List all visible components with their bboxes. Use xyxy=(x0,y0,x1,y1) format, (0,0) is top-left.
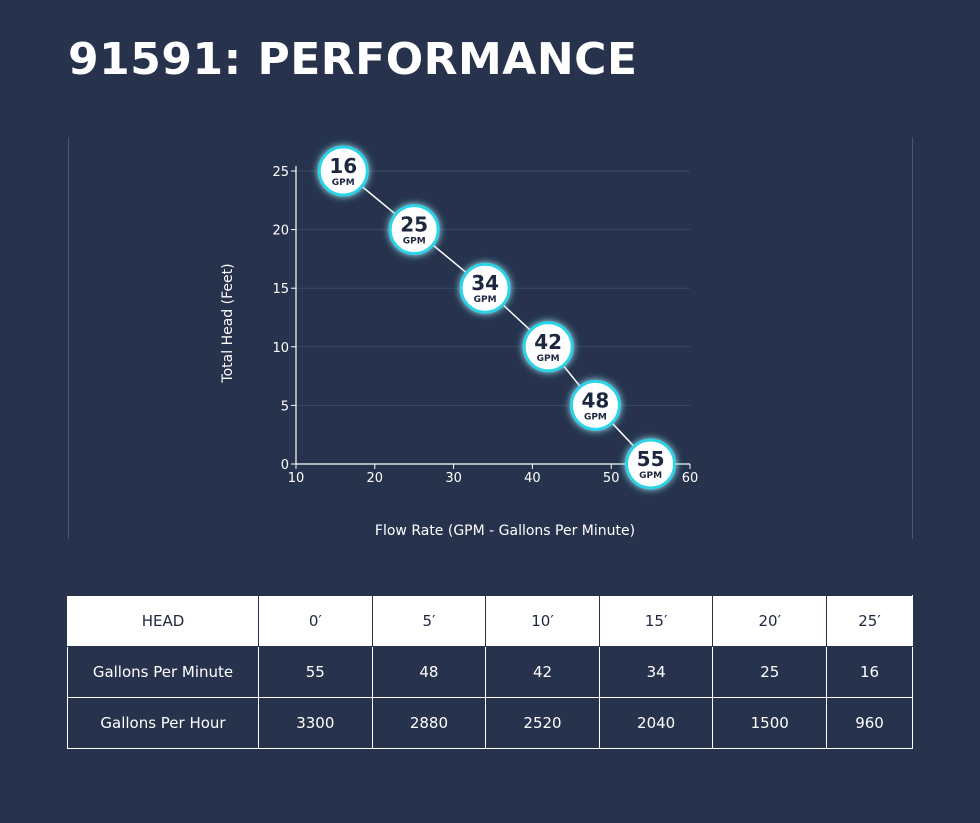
data-point-unit: GPM xyxy=(474,295,497,305)
y-axis-label: Total Head (Feet) xyxy=(220,263,236,383)
x-axis-label: Flow Rate (GPM - Gallons Per Minute) xyxy=(374,523,636,539)
row-label: Gallons Per Minute xyxy=(67,646,259,698)
data-point-value: 42 xyxy=(534,330,562,354)
table-header-cell: 0′ xyxy=(258,595,373,647)
table-cell: 48 xyxy=(371,646,487,698)
table-header-cell: 20′ xyxy=(712,595,828,647)
table-cell: 2880 xyxy=(371,697,487,749)
data-point-value: 16 xyxy=(329,154,357,178)
table-header-row: HEAD 0′ 5′ 10′ 15′ 20′ 25′ xyxy=(67,595,913,647)
table-cell: 34 xyxy=(598,646,714,698)
x-tick-label: 40 xyxy=(524,471,541,486)
table-cell: 42 xyxy=(485,646,600,698)
data-point-unit: GPM xyxy=(639,471,662,481)
x-tick-label: 10 xyxy=(288,471,305,486)
performance-table: HEAD 0′ 5′ 10′ 15′ 20′ 25′ Gallons Per M… xyxy=(67,595,913,749)
page-title: 91591: PERFORMANCE xyxy=(68,34,638,85)
table-header-cell: 15′ xyxy=(598,595,714,647)
data-point-marker xyxy=(522,321,574,373)
table-cell: 16 xyxy=(826,646,913,698)
table-cell: 55 xyxy=(258,646,373,698)
table-row: Gallons Per Hour 3300 2880 2520 2040 150… xyxy=(67,697,913,749)
frame-left-divider xyxy=(68,137,69,539)
data-point-marker xyxy=(317,145,369,197)
tick-labels: 0 5 10 15 20 25 10 20 30 40 50 60 xyxy=(272,165,698,486)
frame-right-divider xyxy=(912,137,913,539)
data-point-value: 48 xyxy=(582,388,610,412)
x-tick-label: 30 xyxy=(445,471,462,486)
table-header-cell: 10′ xyxy=(485,595,600,647)
table-cell: 2520 xyxy=(485,697,600,749)
data-point-unit: GPM xyxy=(332,178,355,188)
data-point-value: 25 xyxy=(400,213,428,237)
axes xyxy=(291,166,691,469)
table-header-cell: HEAD xyxy=(67,595,259,647)
data-point-unit: GPM xyxy=(537,354,560,364)
data-point-marker xyxy=(625,438,677,490)
table-cell: 960 xyxy=(826,697,913,749)
y-tick-label: 20 xyxy=(272,224,289,239)
data-point-value: 55 xyxy=(637,447,665,471)
table-cell: 25 xyxy=(712,646,828,698)
y-tick-label: 0 xyxy=(281,458,289,473)
x-tick-label: 60 xyxy=(682,471,699,486)
data-point-unit: GPM xyxy=(403,237,426,247)
table-row: Gallons Per Minute 55 48 42 34 25 16 xyxy=(67,646,913,698)
table-cell: 2040 xyxy=(598,697,714,749)
data-point-marker xyxy=(459,262,511,314)
y-tick-label: 5 xyxy=(281,399,289,414)
table-cell: 3300 xyxy=(258,697,373,749)
y-tick-label: 25 xyxy=(272,165,289,180)
y-tick-label: 10 xyxy=(272,341,289,356)
row-label: Gallons Per Hour xyxy=(67,697,259,749)
y-tick-label: 15 xyxy=(272,282,289,297)
table-header-cell: 25′ xyxy=(826,595,913,647)
data-point-marker xyxy=(388,204,440,256)
x-tick-label: 20 xyxy=(367,471,384,486)
data-point-marker xyxy=(569,379,621,431)
table-cell: 1500 xyxy=(712,697,828,749)
table-header-cell: 5′ xyxy=(371,595,487,647)
x-tick-label: 50 xyxy=(603,471,620,486)
data-point-value: 34 xyxy=(471,271,499,295)
data-point-unit: GPM xyxy=(584,412,607,422)
